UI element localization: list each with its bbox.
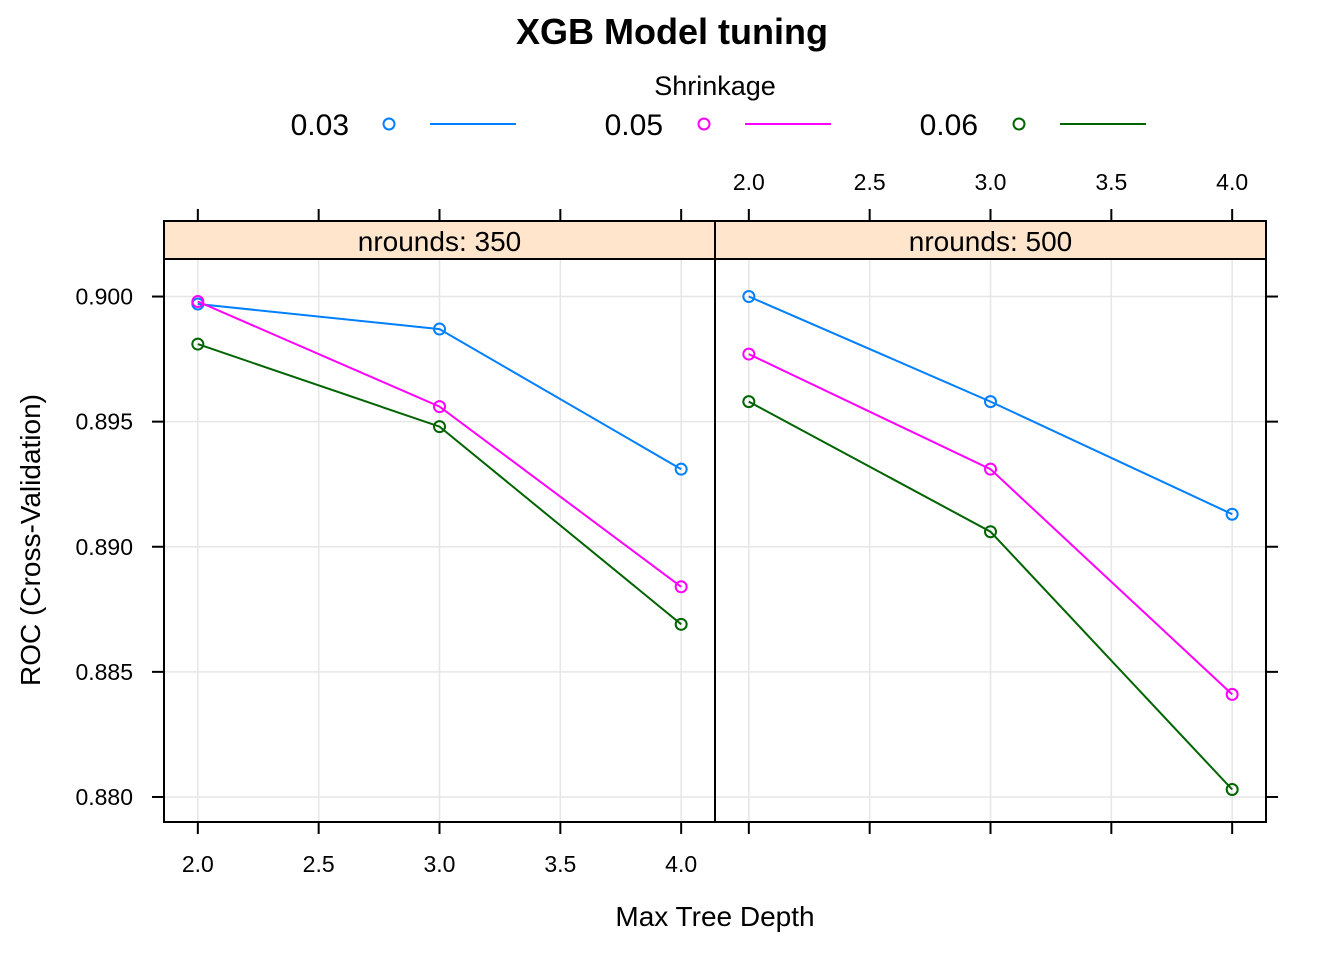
legend-label-0-06: 0.06 — [920, 109, 978, 142]
data-point-0-05 — [433, 400, 446, 414]
data-point-0-05 — [191, 295, 205, 309]
x-tick-label: 4.0 — [1216, 169, 1248, 195]
y-tick-label: 0.880 — [75, 784, 133, 810]
data-point-0-06 — [674, 617, 688, 631]
data-point-0-03 — [742, 290, 756, 304]
y-tick-label: 0.895 — [75, 409, 133, 435]
y-axis: 0.880 0.885 0.890 0.895 0.900 — [75, 284, 1278, 810]
strip-label: nrounds: 350 — [358, 226, 521, 257]
legend-label-0-05: 0.05 — [605, 109, 663, 142]
data-point-0-05 — [1225, 687, 1239, 701]
x-tick-label: 2.5 — [854, 169, 886, 195]
x-axis-label: Max Tree Depth — [615, 901, 814, 932]
series-line-0-05 — [197, 300, 682, 588]
data-point-0-03 — [433, 322, 446, 336]
legend-marker-0-05 — [697, 117, 711, 131]
data-point-0-05 — [984, 462, 997, 476]
data-point-0-06 — [433, 420, 446, 434]
x-tick-label: 3.0 — [424, 851, 456, 877]
data-point-0-03 — [674, 462, 688, 476]
legend: 0.03 0.05 0.06 — [291, 109, 1146, 142]
data-point-0-06 — [984, 525, 997, 539]
strip-background — [714, 220, 1267, 260]
data-point-0-05 — [674, 580, 688, 594]
x-tick-label: 3.5 — [1095, 169, 1127, 195]
series-line-0-03 — [197, 303, 682, 471]
x-tick-label: 3.0 — [975, 169, 1007, 195]
panel-nrounds-500: nrounds: 500 — [714, 220, 1267, 823]
data-point-0-06 — [742, 395, 756, 409]
series-line-0-03 — [748, 295, 1233, 516]
legend-label-0-03: 0.03 — [291, 109, 349, 142]
strip-label: nrounds: 500 — [909, 226, 1072, 257]
series-line-0-06 — [748, 400, 1233, 791]
x-tick-label: 2.0 — [182, 851, 214, 877]
series-line-0-06 — [197, 343, 682, 626]
y-tick-label: 0.885 — [75, 659, 133, 685]
legend-title: Shrinkage — [654, 71, 776, 101]
y-tick-label: 0.890 — [75, 534, 133, 560]
chart-title: XGB Model tuning — [516, 11, 828, 52]
y-tick-label: 0.900 — [75, 284, 133, 310]
data-point-0-06 — [191, 337, 205, 351]
data-point-0-05 — [742, 347, 756, 361]
top-x-axis: 2.0 2.5 3.0 3.5 4.0 — [196, 169, 1248, 221]
x-tick-label: 3.5 — [544, 851, 576, 877]
x-tick-label: 2.0 — [733, 169, 765, 195]
series-line-0-05 — [748, 353, 1233, 696]
x-tick-label: 4.0 — [665, 851, 697, 877]
data-point-0-03 — [984, 395, 997, 409]
x-tick-label: 2.5 — [303, 851, 335, 877]
bottom-x-axis: 2.0 2.5 3.0 3.5 4.0 — [182, 822, 1234, 877]
panel-nrounds-350: nrounds: 350 — [163, 220, 716, 823]
legend-marker-0-03 — [382, 117, 396, 131]
panels: nrounds: 350 nrounds: 500 — [163, 220, 1267, 823]
y-axis-label: ROC (Cross-Validation) — [15, 394, 46, 686]
data-point-0-03 — [1225, 507, 1239, 521]
data-point-0-06 — [1225, 782, 1239, 796]
legend-marker-0-06 — [1012, 117, 1026, 131]
